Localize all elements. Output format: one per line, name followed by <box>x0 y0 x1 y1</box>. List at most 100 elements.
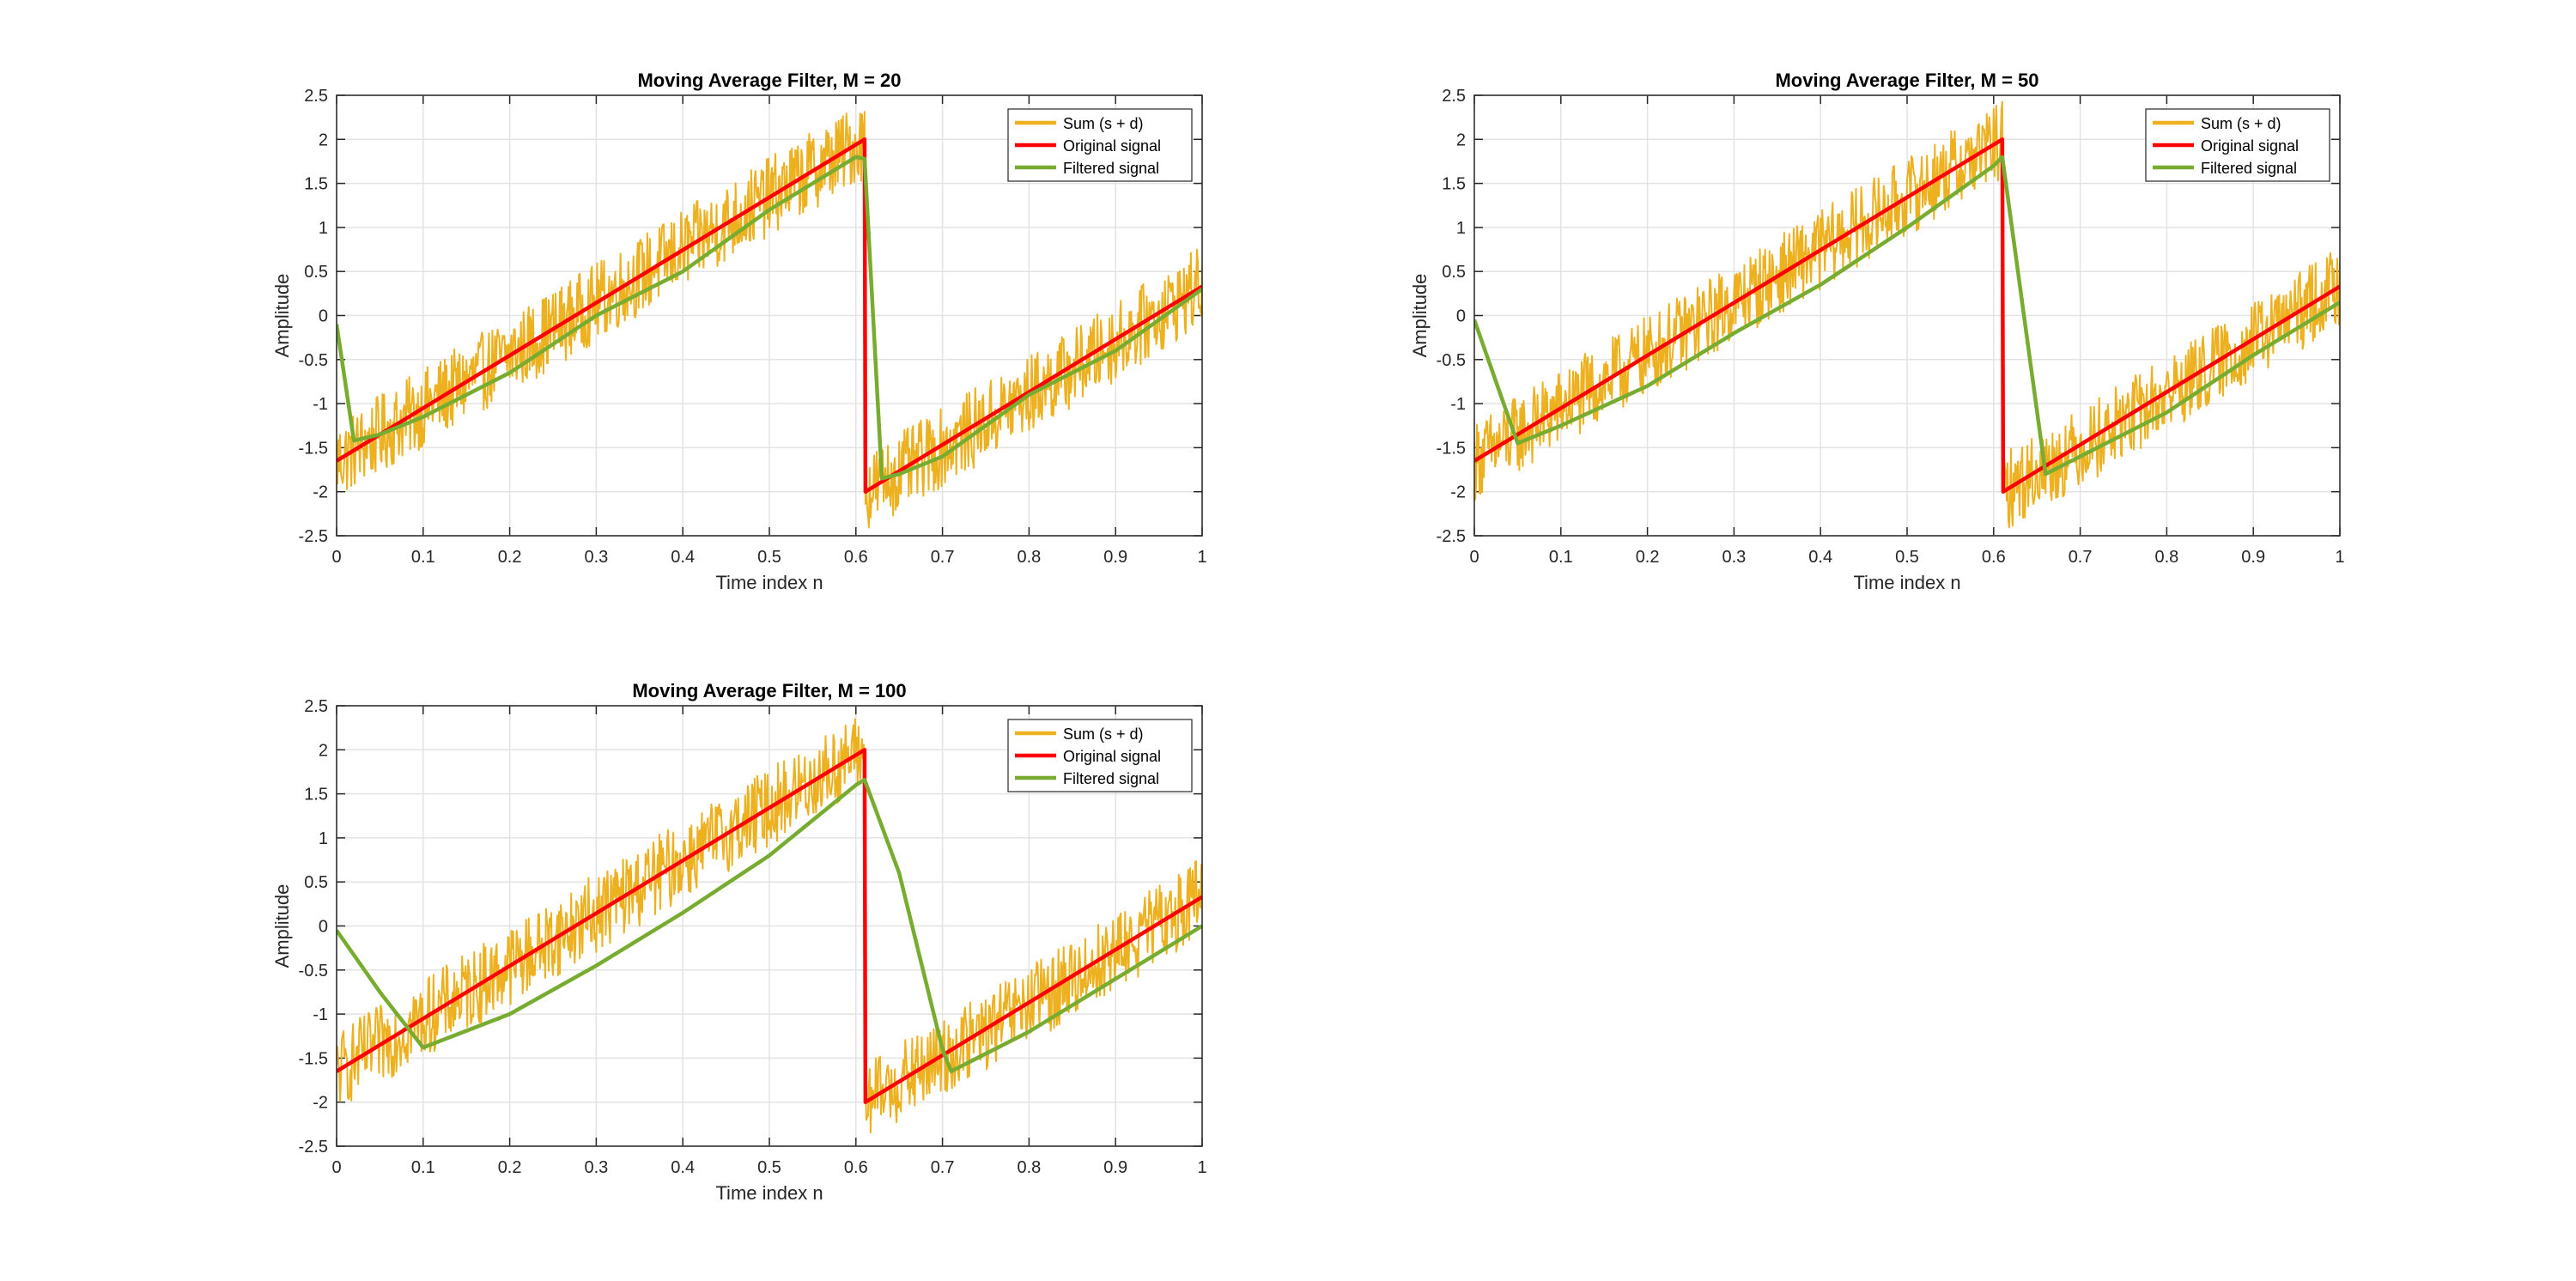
y-tick-label: -2.5 <box>1437 527 1466 546</box>
series-line-1 <box>337 718 1202 1134</box>
y-tick-label: 1.5 <box>304 175 328 194</box>
x-tick-label: 1 <box>1197 1158 1206 1177</box>
x-tick-label: 0 <box>331 548 341 567</box>
series-group <box>337 111 1202 529</box>
x-tick-label: 0.2 <box>498 1158 522 1177</box>
y-tick-label: 2.5 <box>304 697 328 716</box>
x-tick-label: 0.1 <box>1549 548 1573 567</box>
y-tick-label: 0.5 <box>1442 263 1466 282</box>
y-tick-label: -2 <box>313 483 328 502</box>
series-line-3 <box>337 777 1202 1074</box>
legend-label-1: Sum (s + d) <box>2201 115 2281 132</box>
y-tick-label: 1 <box>319 829 328 848</box>
x-tick-label: 0.4 <box>1808 548 1832 567</box>
chart-panel: 0 0.1 0.2 0.3 0.4 0.5 0.6 0.7 0.8 0.9 1 2.5 2 1.5 1 0.5… <box>271 680 1207 1204</box>
y-tick-label: -2 <box>313 1094 328 1113</box>
y-tick-label: -2.5 <box>299 1138 328 1157</box>
x-tick-label: 0.3 <box>584 1158 608 1177</box>
x-tick-label: 0 <box>331 1158 341 1177</box>
axes-box <box>1473 94 2341 537</box>
legend-label-3: Filtered signal <box>2201 160 2297 177</box>
x-tick-label: 0.6 <box>844 1158 868 1177</box>
y-tick-label: 1 <box>1456 219 1466 238</box>
y-tick-label: 0.5 <box>304 873 328 892</box>
series-group <box>337 718 1202 1134</box>
chart-title: Moving Average Filter, M = 100 <box>632 680 906 701</box>
x-tick-label: 0.7 <box>931 548 955 567</box>
y-tick-label: 0 <box>1456 307 1466 326</box>
x-tick-label: 0.2 <box>1636 548 1660 567</box>
series-line-2 <box>337 137 1202 494</box>
x-tick-label: 0.4 <box>671 1158 695 1177</box>
x-axis-label: Time index n <box>715 572 823 593</box>
y-tick-label: -0.5 <box>1437 351 1466 370</box>
axes-box <box>336 94 1203 537</box>
x-tick-label: 0.8 <box>1017 1158 1041 1177</box>
y-tick-label: -1.5 <box>299 439 328 458</box>
y-tick-label: -2.5 <box>299 527 328 546</box>
legend-label-3: Filtered signal <box>1063 770 1159 787</box>
chart-panel: 0 0.1 0.2 0.3 0.4 0.5 0.6 0.7 0.8 0.9 1 2.5 2 1.5 1 0.5… <box>271 70 1207 593</box>
series-line-3 <box>337 155 1202 481</box>
x-tick-label: 0.9 <box>1103 1158 1127 1177</box>
legend-label-1: Sum (s + d) <box>1063 725 1144 743</box>
x-tick-label: 0.6 <box>1982 548 2006 567</box>
y-tick-label: 0.5 <box>304 263 328 282</box>
y-tick-label: 2 <box>1456 131 1466 149</box>
y-axis-label: Amplitude <box>271 884 293 968</box>
y-axis-label: Amplitude <box>271 274 293 358</box>
x-tick-label: 1 <box>1197 548 1206 567</box>
y-tick-label: 2 <box>319 741 328 760</box>
chart-title: Moving Average Filter, M = 20 <box>637 70 901 91</box>
axes-box <box>336 705 1203 1147</box>
y-tick-label: 2 <box>319 131 328 149</box>
x-tick-label: 0.4 <box>671 548 695 567</box>
legend-label-2: Original signal <box>1063 137 1161 155</box>
chart-panel: 0 0.1 0.2 0.3 0.4 0.5 0.6 0.7 0.8 0.9 1 2.5 2 1.5 1 0.5… <box>1409 70 2345 593</box>
y-tick-label: 2.5 <box>304 87 328 106</box>
x-tick-label: 0.7 <box>2069 548 2093 567</box>
y-tick-label: -0.5 <box>299 962 328 980</box>
x-tick-label: 0.8 <box>1017 548 1041 567</box>
series-line-2 <box>337 748 1202 1104</box>
y-tick-label: 1.5 <box>304 786 328 804</box>
series-line-1 <box>1474 100 2340 529</box>
y-tick-label: -2 <box>1450 483 1466 502</box>
series-group <box>1474 100 2340 529</box>
y-tick-label: -1.5 <box>1437 439 1466 458</box>
legend-label-3: Filtered signal <box>1063 160 1159 177</box>
y-tick-label: -0.5 <box>299 351 328 370</box>
legend: Sum (s + d) Original signal Filtered signa… <box>1007 108 1193 182</box>
x-tick-label: 0.9 <box>2241 548 2265 567</box>
legend: Sum (s + d) Original signal Filtered signa… <box>1007 719 1193 792</box>
series-line-1 <box>337 111 1202 529</box>
series-line-3 <box>1474 155 2340 477</box>
y-tick-label: -1 <box>313 395 328 414</box>
y-tick-label: 1 <box>319 219 328 238</box>
y-tick-label: 2.5 <box>1442 87 1466 106</box>
x-tick-label: 0.5 <box>757 1158 781 1177</box>
legend: Sum (s + d) Original signal Filtered signa… <box>2145 108 2330 182</box>
x-tick-label: 1 <box>2335 548 2344 567</box>
y-tick-label: 0 <box>319 918 328 937</box>
x-tick-label: 0.3 <box>1722 548 1746 567</box>
series-line-2 <box>1474 137 2340 494</box>
x-tick-label: 0.5 <box>757 548 781 567</box>
x-tick-label: 0.3 <box>584 548 608 567</box>
y-axis-label: Amplitude <box>1409 274 1431 358</box>
x-tick-label: 0.1 <box>411 1158 435 1177</box>
y-tick-label: -1 <box>1450 395 1466 414</box>
y-tick-label: -1 <box>313 1005 328 1024</box>
y-tick-label: 0 <box>319 307 328 326</box>
legend-label-2: Original signal <box>2201 137 2299 155</box>
x-tick-label: 0.1 <box>411 548 435 567</box>
x-axis-label: Time index n <box>1853 572 1960 593</box>
y-tick-label: -1.5 <box>299 1049 328 1068</box>
x-tick-label: 0.6 <box>844 548 868 567</box>
x-tick-label: 0.8 <box>2154 548 2178 567</box>
x-tick-label: 0.9 <box>1103 548 1127 567</box>
y-tick-label: 1.5 <box>1442 175 1466 194</box>
legend-label-1: Sum (s + d) <box>1063 115 1144 132</box>
legend-label-2: Original signal <box>1063 748 1161 765</box>
chart-title: Moving Average Filter, M = 50 <box>1775 70 2038 91</box>
